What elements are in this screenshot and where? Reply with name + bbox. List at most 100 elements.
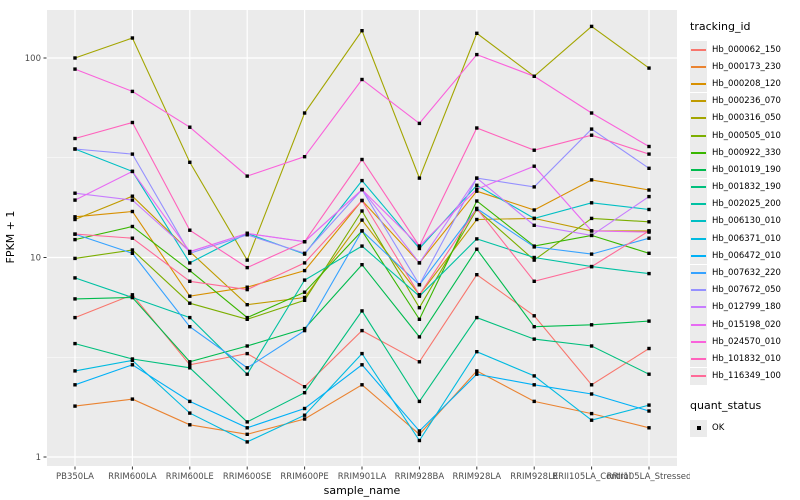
data-point xyxy=(360,218,364,222)
data-point xyxy=(647,144,651,149)
data-point xyxy=(73,404,77,408)
legend-item-Hb_006371_010: Hb_006371_010 xyxy=(690,230,798,248)
data-point xyxy=(475,315,479,320)
legend-item-Hb_000505_010: Hb_000505_010 xyxy=(690,127,798,145)
data-point xyxy=(130,209,135,214)
data-point xyxy=(647,319,651,323)
legend-item-Hb_000208_120: Hb_000208_120 xyxy=(690,75,798,93)
data-point xyxy=(589,323,594,327)
data-point xyxy=(360,77,364,82)
data-point xyxy=(532,337,536,341)
data-point xyxy=(647,220,651,224)
data-point xyxy=(73,276,77,280)
line-swatch-icon xyxy=(690,367,707,385)
x-tick-label: RRIM600LE xyxy=(166,472,214,482)
legend-item-Hb_101832_010: Hb_101832_010 xyxy=(690,350,798,368)
data-point xyxy=(360,244,364,248)
data-point xyxy=(417,438,422,443)
data-point xyxy=(417,261,422,265)
data-point xyxy=(417,283,422,287)
legend-item-Hb_007672_050: Hb_007672_050 xyxy=(690,281,798,299)
data-point xyxy=(130,152,135,156)
data-point xyxy=(360,157,364,162)
data-point xyxy=(73,237,77,242)
x-tick-label: RRII105LA_Control xyxy=(552,472,631,482)
data-point xyxy=(647,403,651,407)
data-point xyxy=(73,56,77,60)
legend-item-Hb_015198_020: Hb_015198_020 xyxy=(690,316,798,334)
data-point xyxy=(73,256,77,261)
data-point xyxy=(647,372,651,376)
data-point xyxy=(647,271,651,276)
data-point xyxy=(532,245,536,249)
legend-item-Hb_000062_150: Hb_000062_150 xyxy=(690,41,798,59)
legend-item-label: Hb_000316_050 xyxy=(712,113,781,124)
data-point xyxy=(589,111,594,115)
data-point xyxy=(647,194,651,199)
data-point xyxy=(188,423,192,427)
data-point xyxy=(475,187,479,191)
data-point xyxy=(360,351,364,356)
data-point xyxy=(475,183,479,187)
data-point xyxy=(589,252,594,256)
legend-item-label: Hb_116349_100 xyxy=(712,371,781,382)
legend-item-label: Hb_007632_220 xyxy=(712,268,781,279)
line-swatch-icon xyxy=(690,195,707,213)
data-point xyxy=(475,350,479,354)
data-point xyxy=(245,372,249,376)
legend-item-label: Hb_007672_050 xyxy=(712,285,781,296)
data-point xyxy=(302,385,307,389)
line-swatch-icon xyxy=(690,247,707,265)
data-point xyxy=(302,298,307,302)
line-swatch-icon xyxy=(690,41,707,59)
data-point xyxy=(589,229,594,233)
data-point xyxy=(188,228,192,232)
data-point xyxy=(532,399,536,404)
data-point xyxy=(475,247,479,251)
data-point xyxy=(245,315,249,320)
x-tick-label: RRIM928BA xyxy=(395,472,445,482)
data-point xyxy=(532,383,536,387)
data-point xyxy=(360,383,364,387)
data-point xyxy=(245,440,249,444)
legend-item-label: Hb_006371_010 xyxy=(712,233,781,244)
line-swatch-icon xyxy=(690,161,707,179)
y-tick-label: 10 xyxy=(30,254,41,264)
data-point xyxy=(532,325,536,329)
data-point xyxy=(417,121,422,126)
data-point xyxy=(73,232,77,236)
data-point xyxy=(475,189,479,193)
data-point xyxy=(130,36,135,40)
chart-layers: PB350LA RRIM600LA RRIM600LE RRIM600SE RRIM60… xyxy=(25,10,691,482)
data-point xyxy=(475,126,479,130)
data-point xyxy=(302,111,307,115)
data-point xyxy=(130,224,135,229)
data-point xyxy=(245,366,249,370)
line-swatch-icon xyxy=(690,109,707,127)
data-point xyxy=(302,290,307,294)
legend-item-label: Hb_000062_150 xyxy=(712,44,781,55)
data-point xyxy=(73,191,77,195)
data-point xyxy=(475,369,479,373)
data-point xyxy=(73,217,77,222)
data-point xyxy=(475,372,479,376)
legend-item-Hb_000316_050: Hb_000316_050 xyxy=(690,109,798,127)
line-swatch-icon xyxy=(690,316,707,334)
legend-item-label: Hb_002025_200 xyxy=(712,199,781,210)
data-point xyxy=(589,127,594,131)
data-point xyxy=(360,29,364,33)
data-point xyxy=(647,229,651,233)
legend-item-ok: OK xyxy=(690,419,798,437)
line-swatch-icon xyxy=(690,75,707,93)
data-point xyxy=(589,264,594,269)
line-swatch-icon xyxy=(690,230,707,248)
legend-item-Hb_024570_010: Hb_024570_010 xyxy=(690,333,798,351)
data-point xyxy=(130,120,135,125)
legend-item-Hb_012799_180: Hb_012799_180 xyxy=(690,298,798,316)
data-point xyxy=(130,248,135,252)
line-chart: PB350LA RRIM600LA RRIM600LE RRIM600SE RRIM60… xyxy=(4,10,691,497)
legend-item-Hb_000922_330: Hb_000922_330 xyxy=(690,144,798,162)
data-point xyxy=(302,406,307,411)
line-swatch-icon xyxy=(690,350,707,368)
data-point xyxy=(360,363,364,367)
